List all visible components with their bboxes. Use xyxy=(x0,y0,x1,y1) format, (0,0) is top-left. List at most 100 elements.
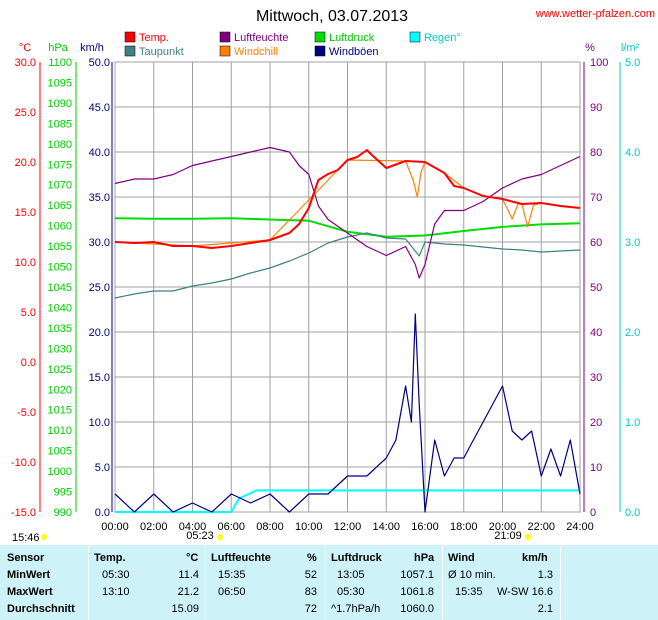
wind-value: 2.1 xyxy=(537,603,553,615)
legend-label: Regen° xyxy=(424,32,461,44)
sunrise-time: 05:23 xyxy=(186,530,214,542)
pressure-tick-label: 1020 xyxy=(48,384,72,396)
temp-tick-label: 25.0 xyxy=(15,107,36,119)
series-line-windben xyxy=(114,313,581,513)
legend-label: Temp. xyxy=(139,32,169,44)
x-tick-label: 08:00 xyxy=(256,521,284,533)
wind-tick-label: 45.0 xyxy=(89,102,110,114)
pressure-tick-label: 1000 xyxy=(48,466,72,478)
legend-swatch xyxy=(314,31,326,43)
stats-row-min: MinWert 05:30 11.4 15:35 52 13:05 1057.1… xyxy=(0,569,658,586)
pressure-tick-label: 1095 xyxy=(48,77,72,89)
pressure-tick-label: 1035 xyxy=(48,323,72,335)
legend-swatch xyxy=(219,31,231,43)
rain-tick-label: 4.0 xyxy=(625,147,640,159)
x-tick-label: 14:00 xyxy=(372,521,400,533)
wind-tick-label: 25.0 xyxy=(89,282,110,294)
series-lines xyxy=(114,146,581,513)
rain-tick-label: 2.0 xyxy=(625,327,640,339)
humidity-tick-label: 80 xyxy=(590,147,602,159)
header-humidity: Luftfeuchte xyxy=(211,552,271,564)
pressure-tick-label: 1080 xyxy=(48,139,72,151)
rain-tick-label: 3.0 xyxy=(625,237,640,249)
series-line-taupunkt xyxy=(114,232,581,299)
humidity-tick-label: 90 xyxy=(590,102,602,114)
x-tick-label: 22:00 xyxy=(527,521,555,533)
wind-tick-label: 50.0 xyxy=(89,57,110,69)
humidity-tick-label: 10 xyxy=(590,462,602,474)
statistics-table: Sensor Temp. °C Luftfeuchte % Luftdruck … xyxy=(0,545,658,620)
wind-axis-unit: km/h xyxy=(80,42,104,54)
rain-axis-unit: l/m² xyxy=(621,42,640,54)
header-humidity-unit: % xyxy=(307,552,317,564)
legend-swatch xyxy=(124,31,136,43)
series-line-luftfeuchte xyxy=(114,146,581,279)
daylight-duration: 15:46 xyxy=(12,532,40,544)
wind-tick-label: 30.0 xyxy=(89,237,110,249)
header-wind-unit: km/h xyxy=(522,552,548,564)
wind-value: 1.3 xyxy=(537,569,553,581)
legend-label: Windböen xyxy=(329,46,379,58)
pressure-tick-label: 1100 xyxy=(48,57,72,69)
axes: 30.0 25.0 20.0 15.0 10.0 5.0 0.0 -5.0 -10.0 -15.0… xyxy=(11,57,640,533)
row-label: Durchschnitt xyxy=(7,603,75,615)
humidity-time: 06:50 xyxy=(218,586,246,598)
x-tick-label: 18:00 xyxy=(450,521,478,533)
rain-tick-label: 5.0 xyxy=(625,57,640,69)
temp-value: 21.2 xyxy=(177,586,199,598)
pressure-tick-label: 1010 xyxy=(48,425,72,437)
temp-tick-label: -5.0 xyxy=(17,407,36,419)
pressure-tick-label: 1045 xyxy=(48,282,72,294)
rain-tick-label: 1.0 xyxy=(625,417,640,429)
pressure-tick-label: 1090 xyxy=(48,98,72,110)
stats-row-max: MaxWert 13:10 21.2 06:50 83 05:30 1061.8… xyxy=(0,586,658,603)
temp-tick-label: 5.0 xyxy=(21,307,36,319)
axis-unit-labels: °C hPa km/h % l/m² xyxy=(19,42,640,54)
chart-title: Mittwoch, 03.07.2013 xyxy=(256,8,408,25)
wind-tick-label: 20.0 xyxy=(89,327,110,339)
rain-tick-label: 0.0 xyxy=(625,507,640,519)
stats-row-avg: Durchschnitt 15.09 72 ^1.7hPa/h 1060.0 2… xyxy=(0,603,658,620)
x-tick-label: 20:00 xyxy=(489,521,517,533)
humidity-tick-label: 30 xyxy=(590,372,602,384)
series-line-luftdruck xyxy=(114,217,581,238)
x-tick-label: 06:00 xyxy=(217,521,245,533)
header-temp-unit: °C xyxy=(186,552,199,564)
humidity-tick-label: 70 xyxy=(590,192,602,204)
daylight-sun-icon xyxy=(41,534,47,540)
legend-swatch xyxy=(314,45,326,57)
header-pressure-unit: hPa xyxy=(414,552,435,564)
weather-chart: Mittwoch, 03.07.2013 www.wetter-pfalzen.… xyxy=(11,8,655,544)
humidity-value: 83 xyxy=(304,586,317,598)
wind-tick-label: 10.0 xyxy=(89,417,110,429)
pressure-tick-label: 1050 xyxy=(48,262,72,274)
humidity-value: 52 xyxy=(304,569,317,581)
legend: Temp. Luftfeuchte Luftdruck Regen° Taupunkt W… xyxy=(124,31,461,58)
temp-time: 05:30 xyxy=(102,569,130,581)
row-label: MaxWert xyxy=(7,586,53,598)
wind-time: 15:35 xyxy=(455,586,483,598)
x-tick-label: 12:00 xyxy=(334,521,362,533)
temp-tick-label: 15.0 xyxy=(15,207,36,219)
wind-value: W-SW 16.6 xyxy=(496,586,553,598)
header-pressure: Luftdruck xyxy=(331,552,382,564)
header-temp: Temp. xyxy=(94,552,126,564)
humidity-tick-label: 100 xyxy=(590,57,608,69)
temp-tick-label: -10.0 xyxy=(11,457,36,469)
pressure-tick-label: 1015 xyxy=(48,405,72,417)
temp-tick-label: 10.0 xyxy=(15,257,36,269)
wind-tick-label: 0.0 xyxy=(95,507,110,519)
source-link[interactable]: www.wetter-pfalzen.com xyxy=(535,8,655,20)
humidity-axis-unit: % xyxy=(585,42,595,54)
pressure-value: 1060.0 xyxy=(400,603,434,615)
temp-value: 11.4 xyxy=(178,569,199,581)
series-line-temp xyxy=(114,149,581,249)
header-wind: Wind xyxy=(448,552,475,564)
wind-tick-label: 40.0 xyxy=(89,147,110,159)
sunset-time: 21:09 xyxy=(494,530,522,542)
temp-tick-label: 20.0 xyxy=(15,157,36,169)
pressure-tick-label: 1060 xyxy=(48,221,72,233)
pressure-tick-label: 1030 xyxy=(48,343,72,355)
pressure-tick-label: 1085 xyxy=(48,118,72,130)
sunrise-sun-icon xyxy=(217,534,223,540)
